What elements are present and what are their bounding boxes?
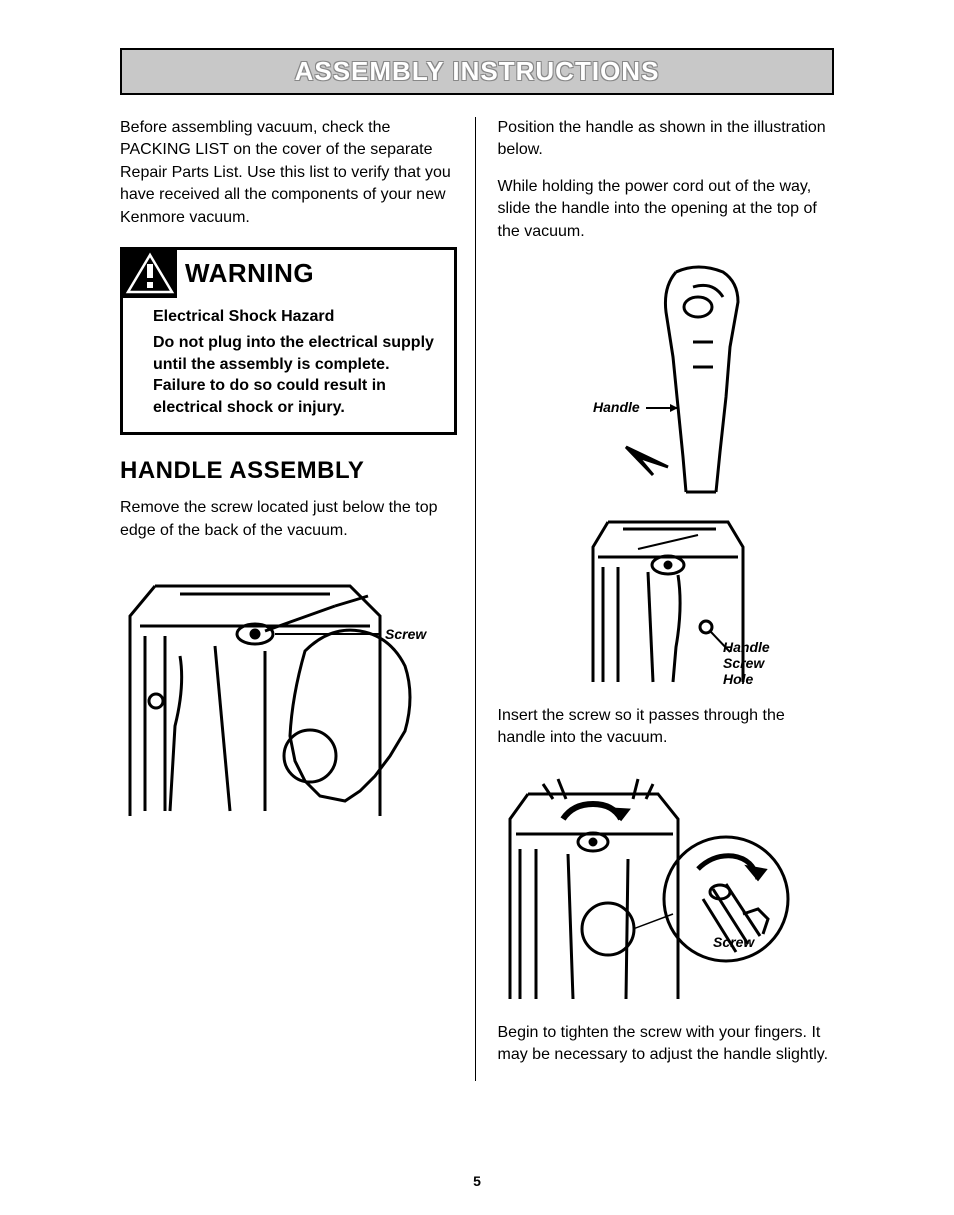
page-number: 5 [473, 1173, 481, 1189]
hole-callout-2: Screw [723, 655, 765, 671]
section-title: HANDLE ASSEMBLY [120, 457, 457, 485]
right-column: Position the handle as shown in the illu… [476, 117, 835, 1081]
figure-1: Screw [120, 556, 457, 816]
warning-triangle-icon [123, 250, 177, 298]
warning-title: WARNING [185, 258, 314, 289]
tighten-screw-illustration: Screw [498, 764, 798, 1004]
tighten-screw-text: Begin to tighten the screw with your fin… [498, 1022, 835, 1067]
position-handle-text: Position the handle as shown in the illu… [498, 117, 835, 162]
hole-callout-3: Hole [723, 671, 754, 687]
left-column: Before assembling vacuum, check the PACK… [120, 117, 476, 1081]
handle-callout: Handle [593, 399, 640, 415]
intro-paragraph: Before assembling vacuum, check the PACK… [120, 117, 457, 229]
warning-box: WARNING Electrical Shock Hazard Do not p… [120, 247, 457, 435]
slide-handle-text: While holding the power cord out of the … [498, 176, 835, 243]
screw-callout: Screw [385, 626, 427, 642]
insert-screw-text: Insert the screw so it passes through th… [498, 705, 835, 750]
page-title: ASSEMBLY INSTRUCTIONS [122, 56, 832, 87]
content-columns: Before assembling vacuum, check the PACK… [120, 117, 834, 1081]
figure-2: Handle Handle Screw Hole [498, 257, 835, 687]
warning-text: Do not plug into the electrical supply u… [153, 332, 438, 418]
handle-insert-illustration: Handle Handle Screw Hole [498, 257, 798, 687]
warning-body: Electrical Shock Hazard Do not plug into… [123, 298, 454, 432]
section-text: Remove the screw located just below the … [120, 497, 457, 542]
warning-subtitle: Electrical Shock Hazard [153, 308, 438, 326]
warning-header: WARNING [123, 250, 454, 298]
figure-3: Screw [498, 764, 835, 1004]
hole-callout-1: Handle [723, 639, 770, 655]
screw-callout-detail: Screw [713, 934, 755, 950]
screw-removal-illustration: Screw [120, 556, 450, 816]
title-bar: ASSEMBLY INSTRUCTIONS [120, 48, 834, 95]
